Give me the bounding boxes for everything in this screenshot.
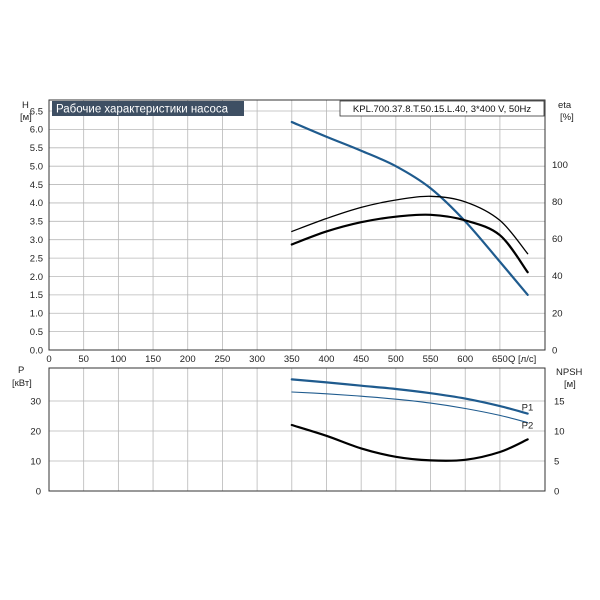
model-box — [339, 100, 545, 117]
y-tick-label-right: 80 — [552, 197, 563, 208]
y-axis-label-right: eta — [558, 100, 572, 111]
y-tick-label-right: 0 — [554, 486, 559, 497]
y-tick-label-left: 4.0 — [30, 198, 43, 209]
series-line-2 — [290, 213, 529, 274]
y-tick-label-left: 3.0 — [30, 235, 43, 246]
y-tick-label-left: 10 — [30, 456, 41, 467]
y-tick-label-right: 0 — [552, 345, 557, 356]
x-tick-label: 350 — [284, 354, 300, 365]
series-label: P2 — [522, 421, 534, 432]
y-tick-label-left: 6.0 — [30, 125, 43, 136]
x-tick-label: 200 — [180, 354, 196, 365]
y-tick-label-left: 0.5 — [30, 327, 43, 338]
y-tick-label-right: 100 — [552, 160, 568, 171]
series-line-0 — [290, 378, 529, 415]
x-tick-label: 600 — [457, 354, 473, 365]
series-line-0 — [290, 120, 529, 296]
y-tick-label-left: 20 — [30, 426, 41, 437]
y-tick-label-right: 15 — [554, 396, 565, 407]
y-tick-label-left: 5.5 — [30, 143, 43, 154]
y-tick-label-right: 5 — [554, 456, 559, 467]
title-box — [52, 101, 244, 116]
y-axis-unit-right: [м] — [564, 379, 576, 390]
series-line-1 — [291, 391, 529, 424]
y-tick-label-right: 20 — [552, 308, 563, 319]
series-label: P1 — [522, 403, 534, 414]
x-tick-label: 550 — [423, 354, 439, 365]
x-tick-label: 150 — [145, 354, 161, 365]
y-tick-label-left: 4.5 — [30, 180, 43, 191]
y-axis-label-left: H — [22, 100, 29, 111]
x-tick-label: 300 — [249, 354, 265, 365]
x-tick-label: 250 — [214, 354, 230, 365]
y-tick-label-left: 6.5 — [30, 106, 43, 117]
y-tick-label-left: 3.5 — [30, 217, 43, 228]
y-tick-label-left: 0 — [36, 486, 41, 497]
y-axis-unit-right: [%] — [560, 112, 574, 123]
x-tick-label: 500 — [388, 354, 404, 365]
y-tick-label-left: 2.5 — [30, 253, 43, 264]
series-line-1 — [291, 195, 529, 255]
y-tick-label-left: 2.0 — [30, 272, 43, 283]
model-label: KPL.700.37.8.T.50.15.L.40, 3*400 V, 50Hz — [353, 104, 531, 115]
x-tick-label: 450 — [353, 354, 369, 365]
y-axis-unit-left: [м] — [20, 112, 32, 123]
x-tick-label: 650 — [492, 354, 508, 365]
y-tick-label-right: 60 — [552, 234, 563, 245]
y-tick-label-right: 10 — [554, 426, 565, 437]
x-tick-label: 100 — [110, 354, 126, 365]
power-npsh-chart: 0 10 20 30 0 5 10 15 P [кВт] NPSH[м] P1 P2 — [12, 365, 583, 497]
head-efficiency-chart: 0.0 0.5 1.0 1.5 2.0 2.5 3.0 3.5 4.0 4.5 5.0 5.5 6.0 6… — [20, 99, 574, 365]
x-axis-label: Q [л/с] — [508, 354, 536, 365]
x-tick-label: 400 — [319, 354, 335, 365]
y-tick-label-left: 30 — [30, 396, 41, 407]
y-axis-label-right: NPSH — [556, 367, 583, 378]
x-tick-label: 0 — [46, 354, 51, 365]
y-tick-label-left: 1.5 — [30, 290, 43, 301]
chart-title: Рабочие характеристики насоса — [56, 104, 229, 116]
y-tick-label-left: 1.0 — [30, 309, 43, 320]
plot-frame — [48, 99, 546, 351]
y-tick-label-left: 5.0 — [30, 161, 43, 172]
y-axis-label-left: P — [18, 365, 24, 376]
y-tick-label-right: 40 — [552, 271, 563, 282]
series-line-2 — [290, 423, 529, 462]
plot-frame — [48, 367, 546, 492]
y-axis-unit-left: [кВт] — [12, 378, 32, 389]
y-tick-label-left: 0.0 — [30, 345, 43, 356]
x-tick-label: 50 — [78, 354, 89, 365]
